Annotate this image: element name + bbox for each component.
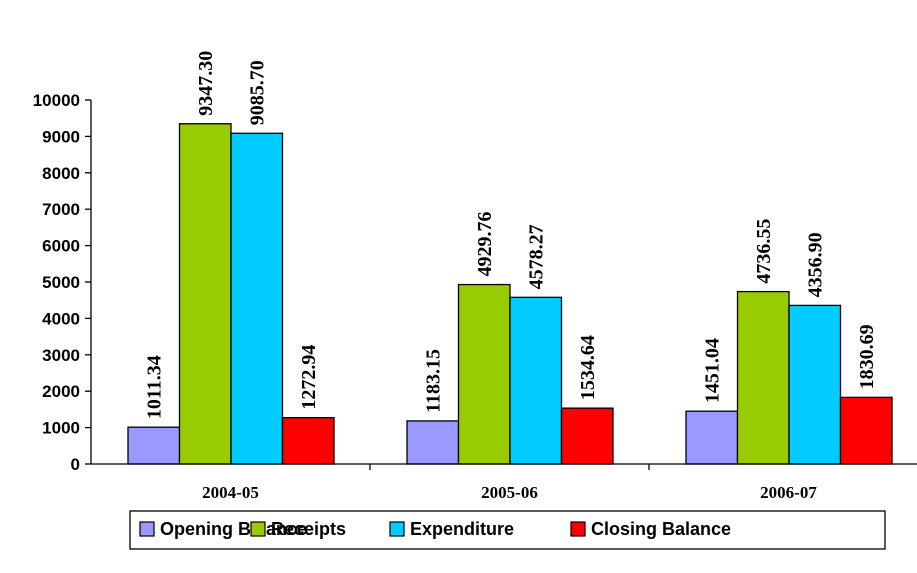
data-label: 4736.55 <box>753 219 775 284</box>
bar-opening-balance-2006-07 <box>685 410 739 465</box>
data-labels: 1011.34 1183.15 1451.04 9347.30 4929.76 4736.… <box>144 51 879 419</box>
x-tick-label: 2006-07 <box>760 483 817 502</box>
bar-receipts-2006-07 <box>736 290 790 465</box>
data-label: 4356.90 <box>805 232 827 297</box>
y-tick-label: 7000 <box>42 200 80 219</box>
data-label: 1830.69 <box>856 324 878 389</box>
y-tick-label: 6000 <box>42 237 80 256</box>
data-label: 9085.70 <box>247 60 269 125</box>
y-tick-label: 3000 <box>42 346 80 365</box>
data-label: 4578.27 <box>526 224 548 289</box>
data-label: 1451.04 <box>702 338 724 403</box>
y-tick-label: 4000 <box>42 309 80 328</box>
bar-closing-balance-2006-07 <box>839 396 893 465</box>
data-label: 1272.94 <box>298 345 320 410</box>
legend-label: Opening Balance <box>160 519 307 539</box>
legend-label: Expenditure <box>410 519 514 539</box>
bar-opening-balance-2004-05 <box>127 426 181 465</box>
data-label: 4929.76 <box>474 212 496 277</box>
bar-opening-balance-2005-06 <box>406 420 460 465</box>
y-tick-label: 10000 <box>33 91 80 110</box>
y-tick-label: 5000 <box>42 273 80 292</box>
legend-label: Receipts <box>271 519 346 539</box>
data-label: 1183.15 <box>423 349 445 413</box>
legend-label: Closing Balance <box>591 519 731 539</box>
bar-receipts-2004-05 <box>178 123 232 465</box>
legend-swatch-closing-balance <box>570 521 586 537</box>
x-tick-label: 2005-06 <box>481 483 538 502</box>
bar-closing-balance-2005-06 <box>560 407 614 465</box>
data-label: 9347.30 <box>195 51 217 116</box>
x-axis-ticks: 2004-05 2005-06 2006-07 <box>202 464 817 502</box>
y-axis-ticks: 0 1000 2000 3000 4000 5000 6000 7000 8000 9000 100… <box>33 91 91 474</box>
bar-receipts-2005-06 <box>457 283 511 465</box>
bar-expenditure-2004-05 <box>230 132 284 465</box>
bar-closing-balance-2004-05 <box>281 417 335 465</box>
y-tick-label: 0 <box>71 455 80 474</box>
y-tick-label: 9000 <box>42 127 80 146</box>
x-tick-label: 2004-05 <box>202 483 259 502</box>
bars <box>127 123 893 465</box>
y-tick-label: 1000 <box>42 419 80 438</box>
legend-swatch-expenditure <box>389 521 405 537</box>
data-label: 1011.34 <box>144 355 166 419</box>
bar-expenditure-2005-06 <box>509 296 563 465</box>
data-label: 1534.64 <box>577 335 599 400</box>
legend-swatch-receipts <box>250 521 266 537</box>
bar-expenditure-2006-07 <box>788 304 842 465</box>
y-tick-label: 8000 <box>42 164 80 183</box>
legend-swatch-opening-balance <box>139 521 155 537</box>
y-tick-label: 2000 <box>42 382 80 401</box>
